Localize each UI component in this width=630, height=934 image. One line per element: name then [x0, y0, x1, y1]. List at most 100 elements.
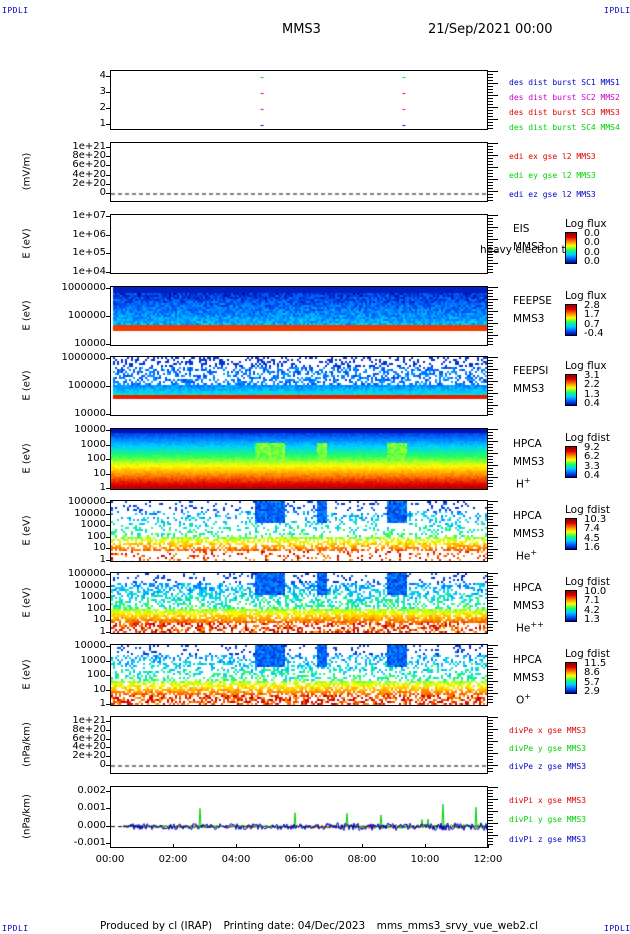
right-tick-dpi: [488, 841, 493, 842]
right-tick-eis: [488, 272, 493, 273]
ytick-hpca_o: 100: [86, 669, 106, 680]
right-tick-burst: [488, 110, 493, 111]
right-tick-hpca_o: [488, 654, 493, 655]
ytick-mark-dpi: [106, 791, 110, 793]
sc-hpca_o: MMS3: [513, 671, 545, 684]
right-tick-hpca_o: [488, 672, 493, 673]
xtick-label: 04:00: [221, 854, 251, 865]
right-tick-edi: [488, 182, 493, 183]
ytick-mark-eis: [106, 272, 110, 273]
right-tick-dpe: [488, 732, 493, 733]
species-charge: ++: [530, 619, 544, 629]
footer-produced: Produced by cl (IRAP): [100, 920, 213, 932]
right-tick-hpca_o: [488, 684, 493, 685]
ytick-feepse: 10000: [74, 338, 106, 349]
instrument-hpca_hepp: HPCA: [513, 581, 542, 594]
date-title: 21/Sep/2021 00:00: [428, 22, 553, 37]
right-tick-hpca_he: [488, 525, 498, 526]
right-tick-hpca_he: [488, 534, 493, 535]
xtick-label: 12:00: [473, 854, 503, 865]
plot-canvas-edi: [111, 143, 487, 201]
right-tick-dpi: [488, 832, 493, 833]
panel-eis: [110, 214, 488, 274]
right-tick-hpca_o: [488, 699, 493, 700]
right-tick-feepsi: [488, 375, 493, 376]
plot-canvas-hpca_hepp: [111, 573, 487, 633]
right-tick-eis: [488, 215, 498, 216]
right-tick-dpe: [488, 747, 493, 748]
right-tick-burst: [488, 83, 498, 84]
ytick-eis: 1e+05: [72, 247, 106, 259]
xtick-mark: [236, 844, 237, 848]
right-tick-eis: [488, 260, 493, 261]
right-tick-dpi: [488, 802, 493, 803]
right-tick-hpca_he: [488, 519, 493, 520]
cb-tick-feepsi: 1.3: [584, 388, 600, 400]
right-tick-hpca_h: [488, 441, 498, 442]
ytick-hpca_h: 100: [86, 453, 106, 464]
right-tick-hpca_o: [488, 651, 493, 652]
ytick-mark-dpe: [106, 738, 110, 740]
right-tick-hpca_hepp: [488, 588, 493, 589]
right-tick-hpca_he: [488, 540, 493, 541]
right-tick-dpi: [488, 823, 498, 824]
cb-tick-hpca_o: 11.5: [584, 658, 607, 669]
right-tick-hpca_h: [488, 450, 493, 451]
plot-canvas-dpi: [111, 787, 487, 847]
right-tick-burst: [488, 95, 498, 96]
ytick-mark-feepsi: [106, 386, 110, 387]
panel-feepsi: [110, 356, 488, 416]
ytick-feepsi: 1000000: [61, 352, 106, 363]
ytick-mark-edi: [106, 193, 110, 194]
ytick-mark-edi: [106, 147, 110, 148]
ytick-eis: 1e+06: [72, 228, 106, 240]
ytick-mark-feepse: [106, 288, 110, 289]
right-tick-feepsi: [488, 402, 493, 403]
right-tick-dpe: [488, 744, 493, 745]
species-charge: +: [523, 475, 531, 485]
right-tick-hpca_hepp: [488, 600, 493, 601]
right-tick-hpca_o: [488, 678, 493, 679]
plot-canvas-hpca_o: [111, 645, 487, 705]
instrument-eis: EIS: [513, 222, 530, 235]
ytick-hpca_o: 10: [93, 683, 106, 695]
right-tick-feepsi: [488, 384, 493, 385]
footer-script: mms_mms3_srvy_vue_web2.cl: [376, 920, 539, 932]
cb-tick-hpca_he: 7.4: [584, 523, 600, 535]
right-tick-hpca_o: [488, 687, 493, 688]
panel-feepse: [110, 286, 488, 346]
ytick-mark-eis: [106, 216, 110, 217]
right-tick-feepsi: [488, 357, 498, 358]
colorbar-hpca_o: [565, 662, 577, 694]
cb-title-feepse: Log flux: [565, 290, 607, 302]
right-tick-dpi: [488, 811, 498, 812]
plot-canvas-feepse: [111, 287, 487, 345]
ytick-mark-feepse: [106, 344, 110, 345]
legend-dpi: divPi x gse MMS3: [509, 796, 587, 805]
right-tick-edi: [488, 179, 498, 180]
cb-tick-hpca_o: 2.9: [584, 685, 600, 697]
right-tick-edi: [488, 185, 493, 186]
sc-feepsi: MMS3: [513, 382, 545, 395]
right-tick-hpca_he: [488, 531, 493, 532]
right-tick-hpca_hepp: [488, 573, 498, 574]
ytick-mark-hpca_o: [106, 704, 110, 705]
right-tick-burst: [488, 119, 498, 120]
right-tick-hpca_hepp: [488, 624, 493, 625]
right-tick-hpca_h: [488, 465, 498, 466]
right-tick-dpe: [488, 717, 498, 718]
ytick-mark-dpe: [106, 729, 110, 731]
right-tick-eis: [488, 230, 493, 231]
right-tick-eis: [488, 266, 493, 267]
ytick-mark-hpca_h: [106, 430, 110, 431]
legend-edi: edi ey gse l2 MMS3: [509, 170, 596, 180]
right-tick-burst: [488, 92, 493, 93]
colorbar-eis: [565, 232, 577, 264]
ytick-edi: 2e+20: [72, 177, 106, 189]
ytick-feepsi: 10000: [74, 408, 106, 419]
cb-tick-hpca_he: 4.5: [584, 532, 600, 544]
species-name: H: [516, 478, 524, 491]
right-tick-feepsi: [488, 414, 493, 415]
cb-tick-hpca_h: 0.4: [584, 469, 600, 481]
ytick-dpi: -0.001: [73, 836, 106, 848]
